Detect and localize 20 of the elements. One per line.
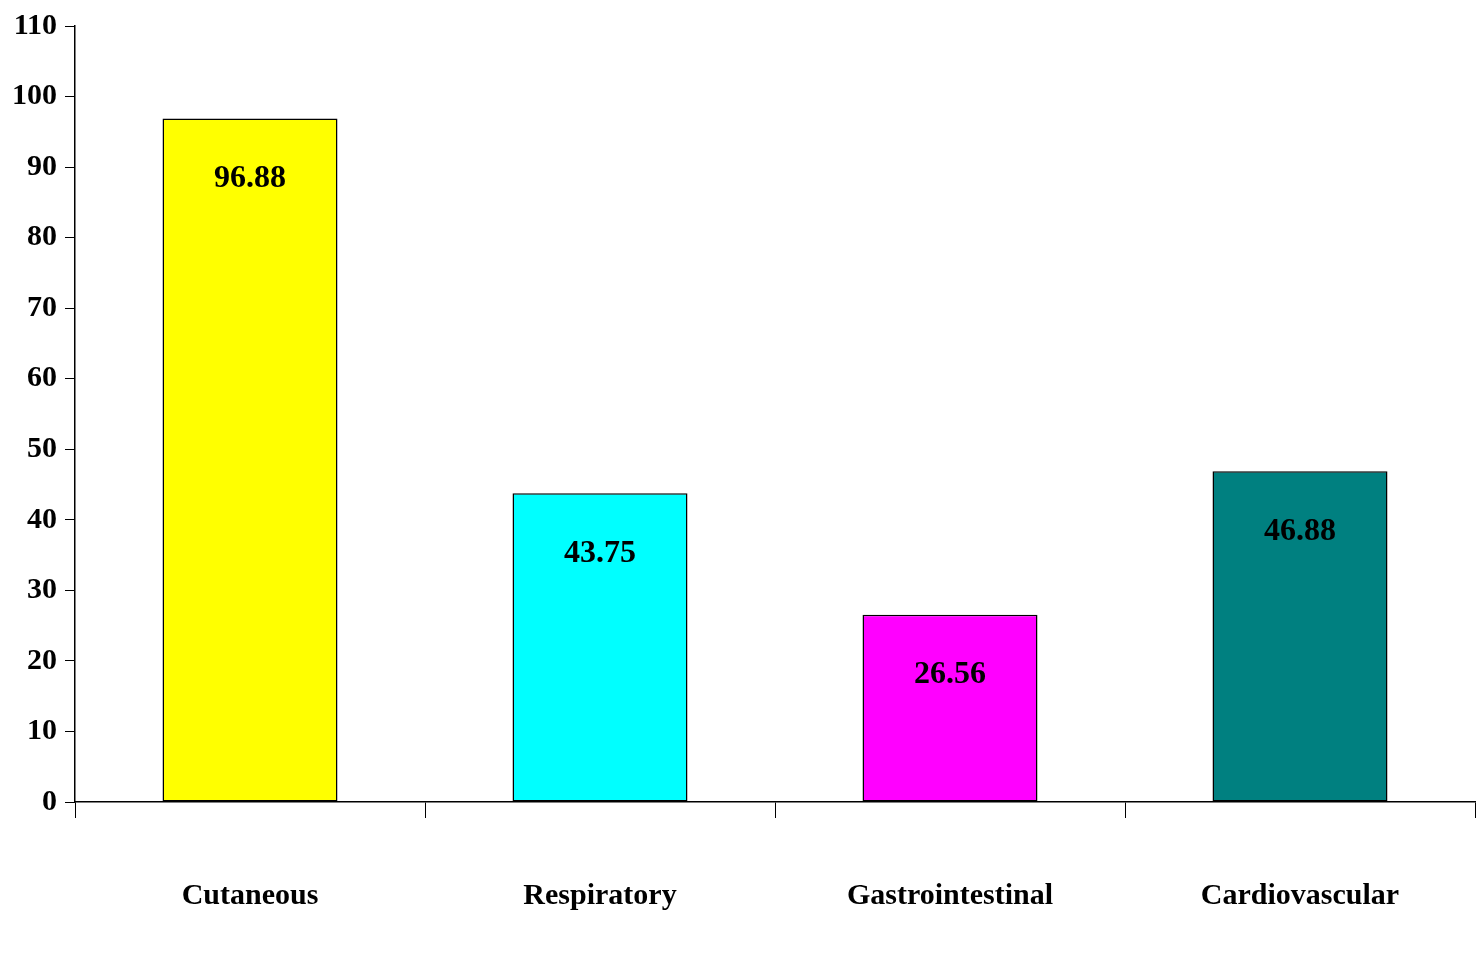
y-tick-label: 60 bbox=[27, 359, 57, 393]
y-tick-label: 50 bbox=[27, 430, 57, 464]
x-tick-label: Cutaneous bbox=[181, 876, 319, 910]
x-tick-label: Cardiovascular bbox=[1200, 876, 1400, 910]
y-tick-label: 110 bbox=[13, 6, 57, 40]
y-tick-label: 20 bbox=[27, 641, 57, 675]
data-label: 96.88 bbox=[214, 157, 286, 194]
data-label: 43.75 bbox=[564, 532, 636, 569]
y-tick-label: 10 bbox=[27, 712, 57, 746]
y-tick-label: 0 bbox=[42, 782, 57, 816]
y-tick-label: 30 bbox=[27, 571, 57, 605]
x-tick-label: Gastrointestinal bbox=[846, 876, 1054, 910]
y-tick-label: 80 bbox=[27, 218, 57, 252]
x-tick-label: Respiratory bbox=[523, 876, 677, 910]
data-label: 46.88 bbox=[1264, 510, 1336, 547]
y-tick-label: 100 bbox=[12, 77, 57, 111]
y-tick-label: 70 bbox=[27, 288, 57, 322]
y-tick-label: 90 bbox=[27, 147, 57, 181]
data-label: 26.56 bbox=[914, 653, 986, 690]
y-tick-label: 40 bbox=[27, 500, 57, 534]
